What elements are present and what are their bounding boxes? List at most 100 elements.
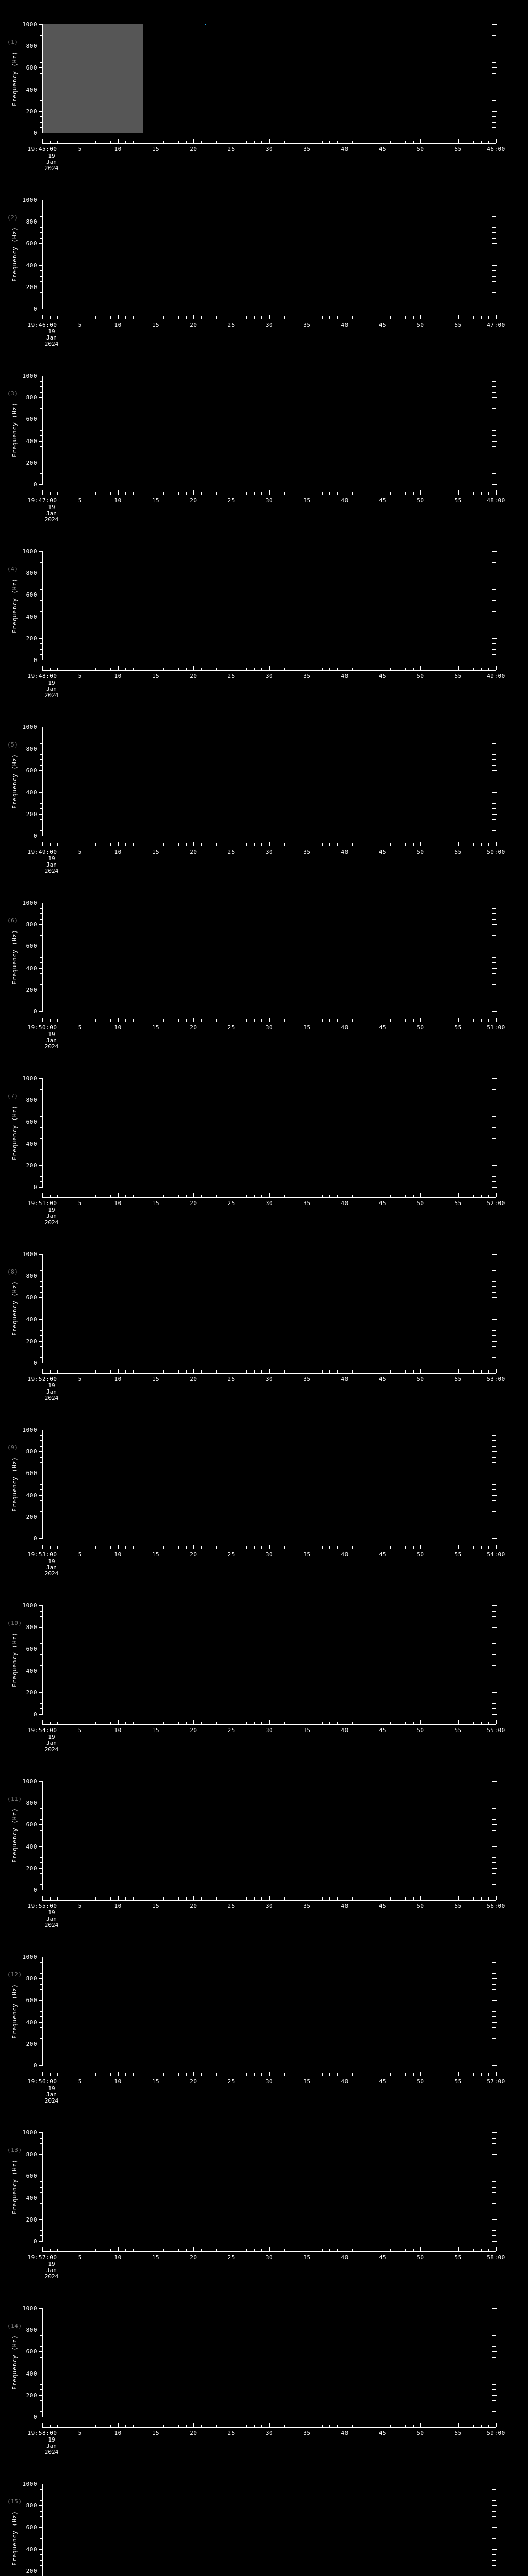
x-tick-minor xyxy=(201,2249,202,2251)
y-axis-tick-label: 200 xyxy=(26,1162,37,1169)
x-tick-major xyxy=(193,2247,194,2251)
date-stamp-line: 2024 xyxy=(44,1922,59,1928)
x-tick-minor xyxy=(178,1019,179,1022)
x-axis-date-stamp: 19 Jan 2024 xyxy=(45,1383,59,1401)
x-tick-minor xyxy=(133,316,134,319)
x-tick-minor xyxy=(246,2073,247,2076)
x-tick-major xyxy=(269,1369,270,1373)
y-tick-major xyxy=(39,968,43,969)
x-tick-minor xyxy=(95,1546,96,1549)
date-stamp-line: Jan xyxy=(46,861,57,868)
y-tick-minor-right xyxy=(492,1654,496,1655)
date-stamp-line: 19 xyxy=(48,2436,55,2443)
x-tick-minor xyxy=(50,1370,51,1373)
x-tick-minor xyxy=(110,1722,111,1724)
x-tick-minor xyxy=(110,1370,111,1373)
date-stamp-line: 2024 xyxy=(44,2449,59,2455)
y-tick-major-right xyxy=(492,2351,497,2352)
x-axis-tick-label: 45 xyxy=(378,2078,387,2085)
y-tick-minor xyxy=(40,1116,43,1117)
y-tick-minor-right xyxy=(492,127,496,128)
x-axis-tick-label: 55 xyxy=(454,2430,462,2436)
x-axis-tick-label: 55 xyxy=(454,1024,462,1031)
date-stamp-line: Jan xyxy=(46,1388,57,1395)
x-axis-tick-label: 25 xyxy=(227,497,235,504)
x-tick-minor xyxy=(95,2249,96,2251)
x-axis-tick-label: 50 xyxy=(417,849,424,855)
x-tick-minor xyxy=(125,2425,126,2427)
y-tick-major-right xyxy=(492,1495,497,1496)
x-tick-minor xyxy=(95,316,96,319)
x-tick-minor xyxy=(178,1722,179,1724)
y-tick-minor-right xyxy=(492,35,496,36)
y-tick-minor-right xyxy=(492,1989,496,1990)
y-tick-minor-right xyxy=(492,122,496,123)
y-tick-minor xyxy=(40,919,43,920)
y-axis-tick-label: 200 xyxy=(26,635,37,642)
x-tick-minor xyxy=(254,2249,255,2251)
x-axis-tick-label: 19:53:00 xyxy=(27,1551,57,1558)
y-tick-major xyxy=(39,814,43,815)
x-tick-minor xyxy=(110,2249,111,2251)
date-stamp-line: 19 xyxy=(48,680,55,686)
x-tick-minor xyxy=(284,316,285,319)
y-tick-minor-right xyxy=(492,1703,496,1704)
x-axis-tick-label: 45 xyxy=(378,1376,387,1382)
y-axis-tick-label: 800 xyxy=(26,745,37,753)
x-tick-minor xyxy=(473,843,474,846)
x-axis-tick-label: 19:50:00 xyxy=(27,1024,57,1031)
x-tick-minor xyxy=(322,2249,323,2251)
x-axis-date-stamp: 19 Jan 2024 xyxy=(45,1558,59,1577)
x-tick-minor xyxy=(125,316,126,319)
y-axis-tick-label: 800 xyxy=(26,1800,37,1807)
y-tick-minor xyxy=(40,2500,43,2501)
x-axis-line xyxy=(42,139,497,144)
y-tick-minor xyxy=(40,1984,43,1985)
y-tick-minor-right xyxy=(492,2400,496,2401)
x-tick-minor xyxy=(254,1195,255,1197)
y-tick-major-right xyxy=(492,1187,497,1188)
x-tick-minor xyxy=(473,1897,474,1900)
x-tick-minor xyxy=(216,1722,217,1724)
y-axis-tick-label: 600 xyxy=(26,2524,37,2531)
y-tick-major xyxy=(39,1319,43,1320)
y-tick-minor-right xyxy=(492,2511,496,2512)
x-tick-minor xyxy=(201,1370,202,1373)
y-tick-minor-right xyxy=(492,935,496,936)
x-tick-minor xyxy=(473,1370,474,1373)
y-tick-minor-right xyxy=(492,1829,496,1831)
x-tick-minor xyxy=(133,2425,134,2427)
x-tick-major xyxy=(458,1896,459,1900)
x-tick-major xyxy=(193,666,194,670)
x-axis-tick-label: 40 xyxy=(341,2430,349,2436)
x-tick-minor xyxy=(329,2249,331,2251)
y-tick-major-right xyxy=(492,1978,497,1979)
y-tick-minor xyxy=(40,908,43,909)
x-tick-minor xyxy=(337,2249,338,2251)
x-tick-minor xyxy=(254,1722,255,1724)
y-tick-minor xyxy=(40,973,43,974)
x-axis-tick-label: 30 xyxy=(265,2078,273,2085)
y-tick-minor xyxy=(40,1346,43,1347)
x-tick-minor xyxy=(186,1546,187,1549)
plot-area xyxy=(42,551,496,660)
y-tick-major-right xyxy=(492,1824,497,1825)
x-axis-tick-label: 20 xyxy=(190,1200,197,1207)
x-tick-minor xyxy=(201,1019,202,1022)
x-axis-tick-label: 55 xyxy=(454,2078,462,2085)
y-tick-major xyxy=(39,1297,43,1298)
x-axis-tick-label: 57:00 xyxy=(487,2078,505,2085)
x-tick-major xyxy=(496,1369,497,1373)
x-tick-minor xyxy=(488,1019,489,1022)
x-tick-minor xyxy=(322,141,323,143)
x-tick-minor xyxy=(186,141,187,143)
spectrogram-data-block xyxy=(42,24,143,133)
y-tick-minor xyxy=(40,408,43,409)
x-tick-minor xyxy=(50,141,51,143)
y-axis-tick-label: 0 xyxy=(33,130,37,137)
y-axis-tick-label: 600 xyxy=(26,64,37,72)
x-tick-minor xyxy=(322,1546,323,1549)
y-tick-minor-right xyxy=(492,435,496,436)
x-tick-minor xyxy=(261,668,262,670)
x-tick-minor xyxy=(133,1722,134,1724)
